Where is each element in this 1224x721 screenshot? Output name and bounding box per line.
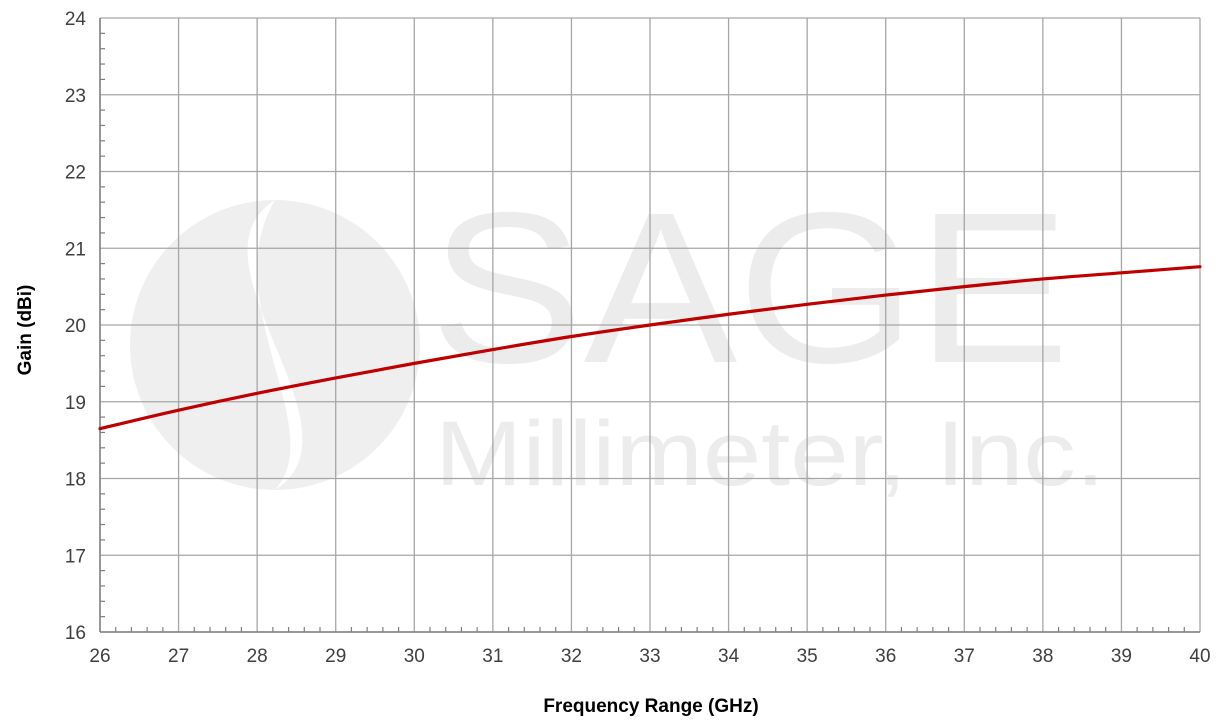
y-tick-label: 23 [65,86,86,107]
x-tick-label: 32 [561,646,582,667]
x-tick-label: 36 [875,646,896,667]
x-tick-label: 27 [168,646,189,667]
gain-series-line [98,265,1202,431]
y-axis-title: Gain (dBi) [15,285,36,376]
x-tick-label: 30 [404,646,425,667]
x-tick-label: 38 [1032,646,1053,667]
minor-ticks [100,32,1185,632]
watermark-logo-swirl-icon [247,200,303,490]
y-tick-label: 18 [65,470,86,491]
x-tick-label: 33 [639,646,660,667]
y-tick-label: 16 [65,623,86,644]
x-tick-labels: 26 27 28 29 30 31 32 33 34 35 36 37 38 39 40 [89,646,1210,667]
x-tick-label: 29 [325,646,346,667]
watermark-brand: SAGE [430,167,1070,408]
y-tick-label: 24 [65,9,87,30]
y-tick-label: 17 [65,546,86,567]
x-tick-label: 39 [1111,646,1132,667]
x-tick-label: 35 [797,646,818,667]
y-tick-label: 22 [65,163,86,184]
x-tick-label: 28 [247,646,268,667]
y-tick-label: 21 [65,239,86,260]
y-tick-labels: 16 17 18 19 20 21 22 23 24 [65,9,87,644]
series [98,265,1202,431]
watermark: SAGE Millimeter, Inc. [130,167,1105,505]
axes [99,18,1200,633]
x-tick-label: 31 [482,646,503,667]
watermark-subtitle: Millimeter, Inc. [435,403,1105,505]
y-tick-label: 20 [65,316,86,337]
x-axis-title: Frequency Range (GHz) [543,696,758,717]
x-tick-label: 26 [89,646,110,667]
y-tick-label: 19 [65,393,86,414]
x-tick-label: 40 [1189,646,1210,667]
x-tick-label: 34 [718,646,740,667]
x-tick-label: 37 [954,646,975,667]
